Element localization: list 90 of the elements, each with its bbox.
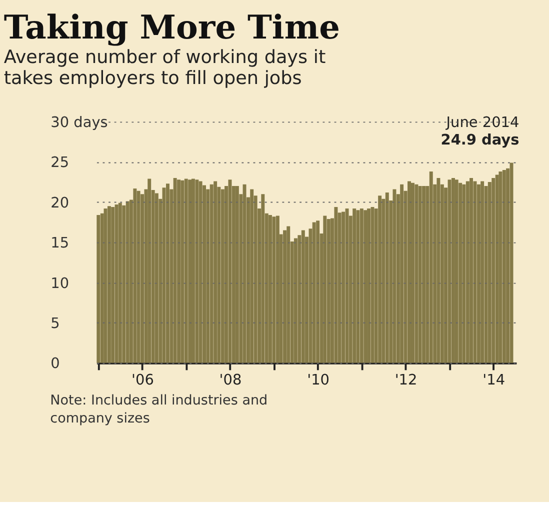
text: Note: Includes all industries and company sizes (50, 392, 268, 427)
bar (458, 182, 462, 363)
bar (462, 184, 466, 363)
bar (316, 220, 320, 363)
y-tick-label: 20 (50, 195, 70, 212)
bar (323, 216, 327, 363)
bar (429, 172, 433, 363)
bar (411, 182, 414, 363)
bar (301, 230, 305, 363)
bar (470, 178, 473, 363)
bar (228, 180, 232, 363)
y-tick-label: 30 days (50, 115, 108, 132)
bar (367, 208, 370, 363)
bar (133, 188, 137, 363)
y-tick-label: 0 (50, 356, 60, 372)
bar (126, 201, 130, 363)
annotation: 24.9 days (440, 132, 520, 148)
bar (400, 184, 404, 363)
bar (502, 170, 506, 363)
chart-subtitle: Average number of working days it takes employers to fill open jobs (4, 46, 326, 90)
bar (177, 180, 181, 363)
bar (162, 188, 166, 363)
bar (173, 178, 177, 363)
bar (418, 186, 422, 363)
bar (188, 180, 192, 363)
bar (408, 181, 411, 363)
x-tick-label: '06 (132, 372, 154, 389)
bar (122, 205, 126, 363)
bar (385, 192, 389, 363)
bar (492, 178, 496, 363)
bar (107, 206, 111, 363)
bar (476, 184, 480, 363)
x-tick-label: '14 (482, 372, 506, 389)
annotation: June 2014 (445, 115, 520, 132)
bar (326, 219, 330, 363)
bar (364, 210, 368, 363)
x-tick-label: '12 (394, 372, 418, 389)
bar (352, 208, 356, 363)
bar (414, 184, 418, 363)
bar (356, 210, 360, 363)
bar (202, 185, 206, 363)
bar (195, 180, 199, 363)
bar (360, 208, 364, 363)
bar (191, 178, 195, 363)
x-tick-label: '10 (307, 372, 330, 389)
bar (184, 178, 188, 363)
bar (154, 193, 158, 363)
bar (136, 190, 140, 363)
bar (272, 216, 276, 363)
bar (454, 180, 458, 363)
bar (235, 186, 239, 363)
bar (345, 208, 349, 363)
bar (466, 181, 470, 363)
bar (220, 189, 224, 363)
bar (392, 189, 396, 363)
bar (334, 206, 338, 363)
bar (286, 226, 290, 363)
bar (148, 178, 152, 363)
bar (378, 196, 382, 363)
bar (312, 222, 316, 363)
bar (436, 178, 440, 363)
bar (114, 204, 118, 363)
bar (242, 184, 246, 363)
y-tick-label: 10 (50, 276, 70, 292)
bar (198, 181, 202, 363)
bar (294, 238, 298, 363)
bar (214, 181, 218, 363)
bar (422, 186, 426, 363)
y-tick-label: 5 (50, 316, 60, 332)
bar (342, 212, 346, 363)
bar (111, 206, 115, 363)
bar (210, 184, 214, 363)
bar (96, 214, 100, 363)
bar (276, 216, 280, 363)
bar (261, 194, 265, 363)
y-tick-label: 15 (50, 236, 70, 252)
bar (166, 184, 170, 363)
bar (180, 180, 184, 363)
bar (498, 172, 502, 363)
bar (268, 214, 272, 363)
bar (451, 178, 455, 363)
bar (283, 230, 287, 363)
y-tick-label: 25 (50, 155, 70, 172)
bar (118, 202, 122, 363)
bar (473, 181, 477, 363)
bar (488, 182, 492, 363)
chart-title: Taking More Time (4, 8, 340, 47)
bar (250, 189, 254, 363)
x-tick-label: '08 (219, 372, 242, 389)
bar (480, 181, 484, 363)
